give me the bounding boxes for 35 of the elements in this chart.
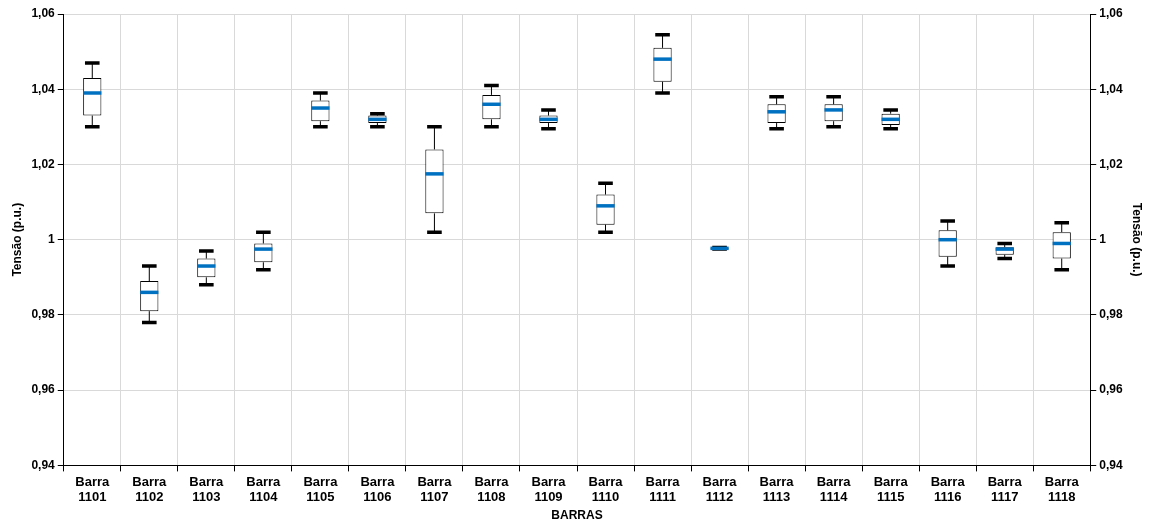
x-tick-label: Barra 1113 bbox=[759, 473, 795, 505]
x-tick-label: Barra 1105 bbox=[303, 473, 339, 505]
y-tick-label: 0,94 bbox=[31, 457, 56, 472]
y-tick-label: 1,06 bbox=[31, 6, 56, 21]
x-tick-label: Barra 1108 bbox=[474, 473, 510, 505]
y-tick-label: 0,98 bbox=[31, 307, 56, 322]
x-tick-label: Barra 1110 bbox=[588, 473, 624, 505]
y-axis-title: Tensão (p.u.) bbox=[9, 202, 24, 277]
y-tick-label: 1 bbox=[48, 232, 56, 247]
y2-tick-label: 0,94 bbox=[1099, 457, 1123, 472]
x-tick-label: Barra 1111 bbox=[645, 473, 681, 505]
y2-tick-label: 0,98 bbox=[1099, 307, 1123, 322]
x-tick-label: Barra 1115 bbox=[873, 473, 909, 505]
y2-tick-label: 1,02 bbox=[1099, 156, 1123, 171]
x-tick-label: Barra 1107 bbox=[417, 473, 453, 505]
y-tick-label: 0,96 bbox=[31, 382, 56, 397]
x-tick-label: Barra 1103 bbox=[189, 473, 225, 505]
x-tick-label: Barra 1116 bbox=[930, 473, 966, 505]
y-tick-label: 1,04 bbox=[31, 81, 56, 96]
y2-tick-label: 1,06 bbox=[1099, 6, 1123, 21]
x-axis-title: BARRAS bbox=[551, 508, 603, 523]
x-tick-label: Barra 1118 bbox=[1044, 473, 1080, 505]
x-tick-label: Barra 1101 bbox=[75, 473, 111, 505]
x-tick-label: Barra 1104 bbox=[246, 473, 282, 505]
x-tick-label: Barra 1106 bbox=[360, 473, 396, 505]
x-tick-label: Barra 1102 bbox=[132, 473, 168, 505]
y2-tick-label: 1,04 bbox=[1099, 81, 1123, 96]
y2-axis-title: Tensão (p.u.) bbox=[1130, 202, 1145, 277]
x-tick-label: Barra 1109 bbox=[531, 473, 567, 505]
x-tick-label: Barra 1112 bbox=[702, 473, 738, 505]
y2-tick-label: 1 bbox=[1099, 232, 1107, 247]
x-tick-label: Barra 1114 bbox=[816, 473, 852, 505]
y2-tick-label: 0,96 bbox=[1099, 382, 1123, 397]
x-tick-label: Barra 1117 bbox=[987, 473, 1023, 505]
y-tick-label: 1,02 bbox=[31, 156, 56, 171]
